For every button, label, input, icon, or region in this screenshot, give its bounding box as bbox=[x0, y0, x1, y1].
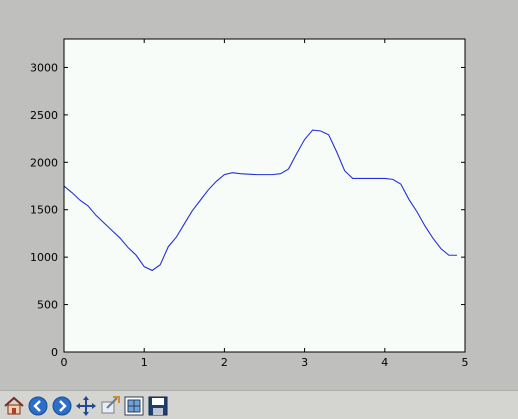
series-line bbox=[63, 129, 457, 272]
x-tick-label: 5 bbox=[462, 356, 469, 369]
x-tick-label: 1 bbox=[141, 356, 148, 369]
home-button[interactable] bbox=[3, 395, 25, 417]
y-tick-label: 0 bbox=[51, 346, 58, 359]
home-icon bbox=[4, 396, 24, 415]
line-chart: 0 1 2 3 4 5 0 500 1000 1500 2000 2500 3000 bbox=[30, 38, 469, 369]
configure-subplots-button[interactable] bbox=[123, 395, 145, 417]
x-tick-label: 2 bbox=[221, 356, 228, 369]
zoom-button[interactable] bbox=[99, 395, 121, 417]
y-tick-label: 3000 bbox=[30, 61, 58, 74]
zoom-icon bbox=[101, 396, 120, 414]
y-tick-label: 2000 bbox=[30, 156, 58, 169]
back-arrow-icon bbox=[28, 396, 48, 416]
save-button[interactable] bbox=[147, 395, 169, 417]
figure-canvas: 0 1 2 3 4 5 0 500 1000 1500 2000 2500 3000 bbox=[30, 38, 469, 369]
tick-labels-layer: 0 1 2 3 4 5 0 500 1000 1500 2000 2500 3000 bbox=[30, 61, 469, 369]
navigation-toolbar bbox=[0, 390, 518, 419]
back-button[interactable] bbox=[27, 395, 49, 417]
x-tick-label: 3 bbox=[301, 356, 308, 369]
y-tick-label: 1500 bbox=[30, 204, 58, 217]
pan-button[interactable] bbox=[75, 395, 97, 417]
save-icon bbox=[148, 396, 168, 416]
forward-button[interactable] bbox=[51, 395, 73, 417]
y-tick-label: 1000 bbox=[30, 251, 58, 264]
subplots-icon bbox=[124, 396, 144, 416]
y-tick-label: 2500 bbox=[30, 109, 58, 122]
plot-area bbox=[64, 39, 465, 352]
pan-icon bbox=[76, 396, 96, 416]
x-tick-label: 0 bbox=[61, 356, 68, 369]
forward-arrow-icon bbox=[52, 396, 72, 416]
y-tick-label: 500 bbox=[37, 299, 58, 312]
x-tick-label: 4 bbox=[381, 356, 388, 369]
plot-frame bbox=[63, 38, 466, 353]
